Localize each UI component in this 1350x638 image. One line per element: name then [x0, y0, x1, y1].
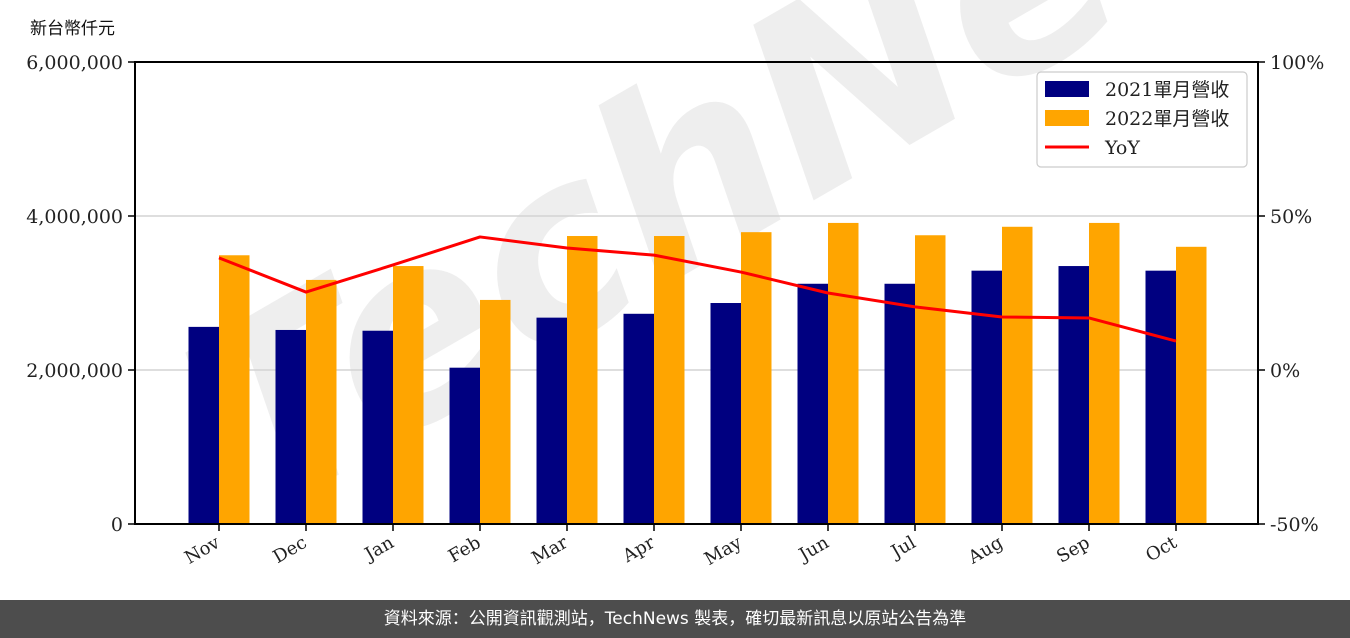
bar-2021-feb — [449, 367, 480, 524]
bar-2021-mar — [536, 317, 567, 524]
bar-2022-dec — [306, 279, 337, 524]
bar-2021-dec — [275, 329, 306, 524]
x-tick-label: Jan — [360, 532, 398, 566]
y-tick-label: 4,000,000 — [26, 206, 123, 228]
x-tick-label: Sep — [1053, 532, 1093, 567]
bar-2021-nov — [188, 326, 219, 524]
bar-2021-oct — [1145, 270, 1176, 524]
y2-tick-label: 0% — [1270, 360, 1300, 382]
x-tick-label: Oct — [1142, 532, 1181, 567]
bar-2021-sep — [1058, 266, 1089, 524]
bar-2022-oct — [1176, 246, 1207, 525]
bar-2022-jun — [828, 222, 859, 524]
source-footer: 資料來源：公開資訊觀測站，TechNews 製表，確切最新訊息以原站公告為準 — [0, 600, 1350, 638]
bar-2021-jun — [797, 283, 828, 524]
x-tick-label: Jul — [886, 532, 920, 564]
y-tick-label: 6,000,000 — [26, 52, 123, 74]
y2-tick-label: -50% — [1270, 514, 1319, 536]
bar-2021-may — [710, 303, 741, 524]
bar-2022-jan — [393, 266, 424, 524]
bar-2021-jan — [362, 330, 393, 524]
legend-label: 2021單月營收 — [1105, 79, 1229, 101]
revenue-chart: TechNews 02,000,0004,000,0006,000,000-50… — [26, 0, 1350, 571]
bar-2021-jul — [884, 283, 915, 524]
bar-2022-apr — [654, 236, 685, 524]
x-tick-label: Aug — [964, 532, 1007, 569]
bar-2022-may — [741, 232, 772, 525]
bar-2022-sep — [1089, 222, 1120, 524]
bar-2022-aug — [1002, 226, 1033, 524]
bar-2022-feb — [480, 299, 511, 524]
y-tick-label: 0 — [111, 514, 123, 536]
yoy-line — [218, 235, 1177, 343]
x-tick-label: Mar — [528, 532, 572, 569]
bar-2022-jul — [915, 235, 946, 524]
legend-label: YoY — [1104, 137, 1140, 159]
bar-2021-aug — [971, 270, 1002, 524]
bar-2022-mar — [567, 236, 598, 524]
y-tick-label: 2,000,000 — [26, 360, 123, 382]
bars — [188, 222, 1207, 525]
y-axis-unit-label: 新台幣仟元 — [30, 19, 115, 39]
bar-2022-nov — [219, 255, 250, 524]
y2-tick-label: 100% — [1270, 52, 1324, 74]
x-tick-label: Feb — [445, 532, 485, 567]
legend-label: 2022單月營收 — [1105, 108, 1229, 130]
legend: 2021單月營收 2022單月營收 YoY — [1036, 71, 1248, 168]
bar-2021-apr — [623, 313, 654, 524]
x-tick-label: Nov — [181, 532, 224, 569]
y2-tick-label: 50% — [1270, 206, 1312, 228]
x-tick-label: Jun — [794, 532, 833, 567]
x-tick-label: Apr — [618, 532, 658, 567]
x-tick-label: May — [701, 532, 746, 570]
